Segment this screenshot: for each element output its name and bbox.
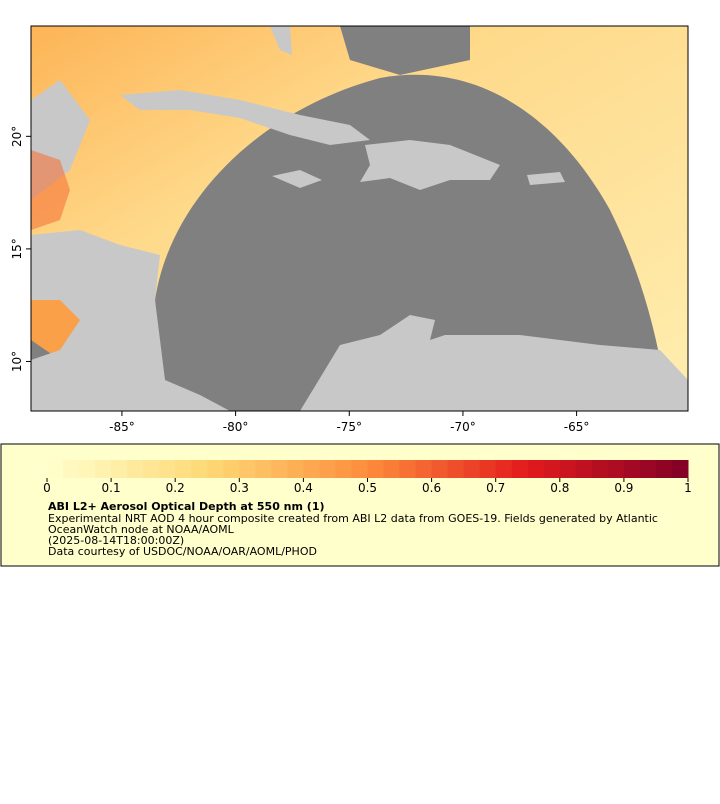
colorbar-step (479, 460, 497, 478)
land (270, 26, 292, 55)
land-jamaica (272, 170, 322, 188)
colorbar-step (447, 460, 465, 478)
y-tick-label: 20° (10, 126, 24, 147)
colorbar-step (559, 460, 577, 478)
colorbar-tick-label: 0.7 (486, 481, 505, 495)
legend-line: Data courtesy of USDOC/NOAA/OAR/AOML/PHO… (48, 545, 317, 558)
colorbar-step (383, 460, 401, 478)
no-data (340, 26, 470, 75)
colorbar-tick-label: 0.8 (550, 481, 569, 495)
colorbar-step (63, 460, 80, 478)
colorbar-tick-label: 0.9 (614, 481, 633, 495)
colorbar-step (351, 460, 368, 478)
land-hispaniola (360, 140, 500, 190)
colorbar-step (495, 460, 513, 478)
colorbar-step (319, 460, 336, 478)
colorbar-tick-label: 1 (684, 481, 692, 495)
land-central-america (31, 230, 230, 411)
colorbar-step (655, 460, 673, 478)
colorbar-step (143, 460, 160, 478)
colorbar-step (239, 460, 256, 478)
colorbar-step (271, 460, 288, 478)
colorbar-tick-label: 0.1 (102, 481, 121, 495)
x-tick-label: -85° (109, 420, 135, 434)
colorbar-tick-label: 0.5 (358, 481, 377, 495)
x-tick-label: -75° (336, 420, 362, 434)
land-south-america (300, 315, 688, 411)
colorbar-step (431, 460, 449, 478)
map-frame (30, 25, 689, 412)
colorbar-step (607, 460, 625, 478)
colorbar-step (671, 460, 689, 478)
colorbar-step (543, 460, 561, 478)
colorbar-tick-label: 0.4 (294, 481, 313, 495)
colorbar-step (111, 460, 128, 478)
colorbar: 0 0.1 0.2 0.3 0.4 0.5 0.6 0.7 0.8 0.9 1 (43, 460, 692, 495)
colorbar-step (367, 460, 385, 478)
colorbar-step (335, 460, 352, 478)
x-tick-label: -80° (223, 420, 249, 434)
colorbar-step (527, 460, 545, 478)
colorbar-step (639, 460, 657, 478)
colorbar-tick-label: 0.6 (422, 481, 441, 495)
legend-title: ABI L2+ Aerosol Optical Depth at 550 nm … (48, 500, 325, 513)
colorbar-step (175, 460, 192, 478)
x-tick-label: -70° (450, 420, 476, 434)
colorbar-step (399, 460, 417, 478)
colorbar-step (191, 460, 208, 478)
colorbar-step (511, 460, 529, 478)
legend-line: OceanWatch node at NOAA/AOML (48, 523, 235, 536)
colorbar-step (255, 460, 272, 478)
colorbar-step (127, 460, 144, 478)
colorbar-step (623, 460, 641, 478)
legend-line: (2025-08-14T18:00:00Z) (48, 534, 184, 547)
colorbar-step (415, 460, 433, 478)
no-data-disk (155, 74, 668, 411)
colorbar-step (463, 460, 481, 478)
x-tick-label: -65° (564, 420, 590, 434)
colorbar-step (223, 460, 240, 478)
colorbar-tick-label: 0.3 (230, 481, 249, 495)
colorbar-step (47, 460, 64, 478)
y-tick-label: 15° (10, 238, 24, 259)
land-cuba (120, 90, 370, 145)
colorbar-step (159, 460, 176, 478)
colorbar-step (303, 460, 320, 478)
colorbar-step (287, 460, 304, 478)
colorbar-step (79, 460, 96, 478)
colorbar-step (207, 460, 224, 478)
y-tick-label: 10° (10, 351, 24, 372)
colorbar-step (575, 460, 593, 478)
legend-line: Experimental NRT AOD 4 hour composite cr… (48, 512, 658, 525)
map-image (31, 26, 688, 411)
land-puerto-rico (527, 172, 565, 185)
aod-patch (31, 150, 70, 230)
colorbar-step (591, 460, 609, 478)
colorbar-tick-label: 0 (43, 481, 51, 495)
colorbar-tick-label: 0.2 (166, 481, 185, 495)
colorbar-step (95, 460, 112, 478)
